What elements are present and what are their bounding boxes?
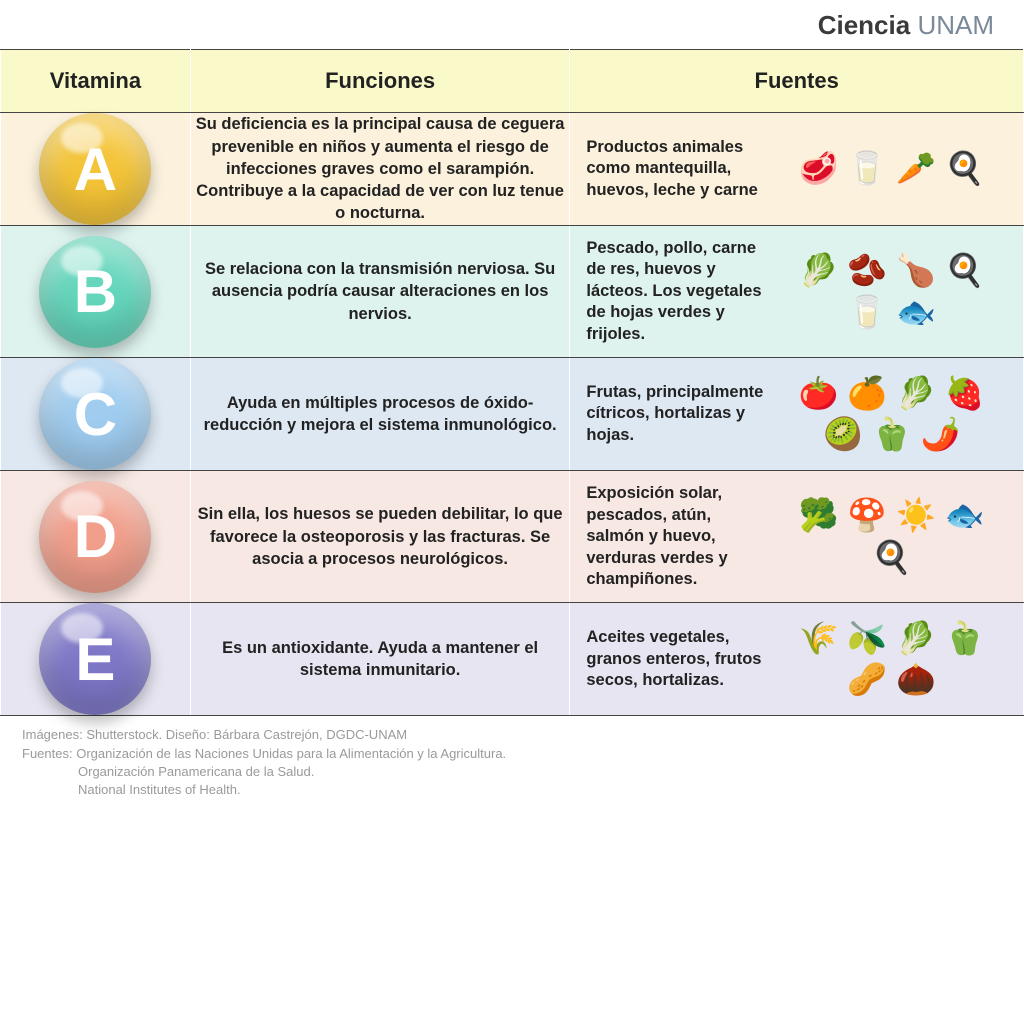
food-icons: 🥦 🍄 ☀️ 🐟 🍳 — [776, 495, 1007, 578]
footer-source-2: Organización Panamericana de la Salud. — [22, 763, 1002, 781]
vitamin-ball-icon: D — [39, 481, 151, 593]
header-fuentes: Fuentes — [570, 50, 1024, 113]
header-funciones: Funciones — [190, 50, 570, 113]
fuentes-text: Productos animales como mantequilla, hue… — [586, 137, 766, 201]
footer-sources-label: Fuentes: — [22, 746, 76, 761]
fuentes-cell: Productos animales como mantequilla, hue… — [570, 113, 1024, 226]
food-icons: 🌾 🫒 🥬 🫑 🥜 🌰 — [776, 618, 1007, 701]
footer-source-1: Organización de las Naciones Unidas para… — [76, 746, 506, 761]
logo-text-1: Ciencia — [818, 10, 911, 40]
table-row: B Se relaciona con la transmisión nervios… — [1, 226, 1024, 358]
vitamin-cell: B — [1, 226, 191, 358]
fuentes-text: Frutas, principalmente cítricos, hortali… — [586, 382, 766, 446]
footer-credits: Imágenes: Shutterstock. Diseño: Bárbara … — [0, 716, 1024, 809]
fuentes-cell: Pescado, pollo, carne de res, huevos y l… — [570, 226, 1024, 358]
fuentes-text: Pescado, pollo, carne de res, huevos y l… — [586, 238, 766, 345]
fuentes-cell: Aceites vegetales, granos enteros, fruto… — [570, 603, 1024, 716]
vitamin-ball-icon: B — [39, 236, 151, 348]
table-row: C Ayuda en múltiples procesos de óxido-re… — [1, 358, 1024, 471]
footer-line1: Imágenes: Shutterstock. Diseño: Bárbara … — [22, 726, 1002, 744]
funciones-cell: Es un antioxidante. Ayuda a mantener el … — [190, 603, 570, 716]
vitamin-cell: E — [1, 603, 191, 716]
vitamin-cell: A — [1, 113, 191, 226]
funciones-cell: Sin ella, los huesos se pueden debilitar… — [190, 471, 570, 603]
funciones-cell: Se relaciona con la transmisión nerviosa… — [190, 226, 570, 358]
food-icons: 🥩 🥛 🥕 🍳 — [776, 148, 1007, 190]
table-row: A Su deficiencia es la principal causa de… — [1, 113, 1024, 226]
header-vitamina: Vitamina — [1, 50, 191, 113]
funciones-cell: Su deficiencia es la principal causa de … — [190, 113, 570, 226]
fuentes-cell: Exposición solar, pescados, atún, salmón… — [570, 471, 1024, 603]
fuentes-cell: Frutas, principalmente cítricos, hortali… — [570, 358, 1024, 471]
food-icons: 🥬 🫘 🍗 🍳 🥛 🐟 — [776, 250, 1007, 333]
vitamin-ball-icon: E — [39, 603, 151, 715]
food-icons: 🍅 🍊 🥬 🍓 🥝 🫑 🌶️ — [776, 373, 1007, 456]
vitamins-table: Vitamina Funciones Fuentes A Su deficienc… — [0, 49, 1024, 716]
vitamin-cell: C — [1, 358, 191, 471]
table-row: D Sin ella, los huesos se pueden debilita… — [1, 471, 1024, 603]
vitamin-ball-icon: A — [39, 113, 151, 225]
vitamin-cell: D — [1, 471, 191, 603]
funciones-cell: Ayuda en múltiples procesos de óxido-red… — [190, 358, 570, 471]
brand-logo: Ciencia UNAM — [0, 0, 1024, 49]
logo-text-2: UNAM — [910, 10, 994, 40]
vitamin-ball-icon: C — [39, 358, 151, 470]
table-row: E Es un antioxidante. Ayuda a mantener el… — [1, 603, 1024, 716]
footer-source-3: National Institutes of Health. — [22, 781, 1002, 799]
fuentes-text: Exposición solar, pescados, atún, salmón… — [586, 483, 766, 590]
fuentes-text: Aceites vegetales, granos enteros, fruto… — [586, 627, 766, 691]
